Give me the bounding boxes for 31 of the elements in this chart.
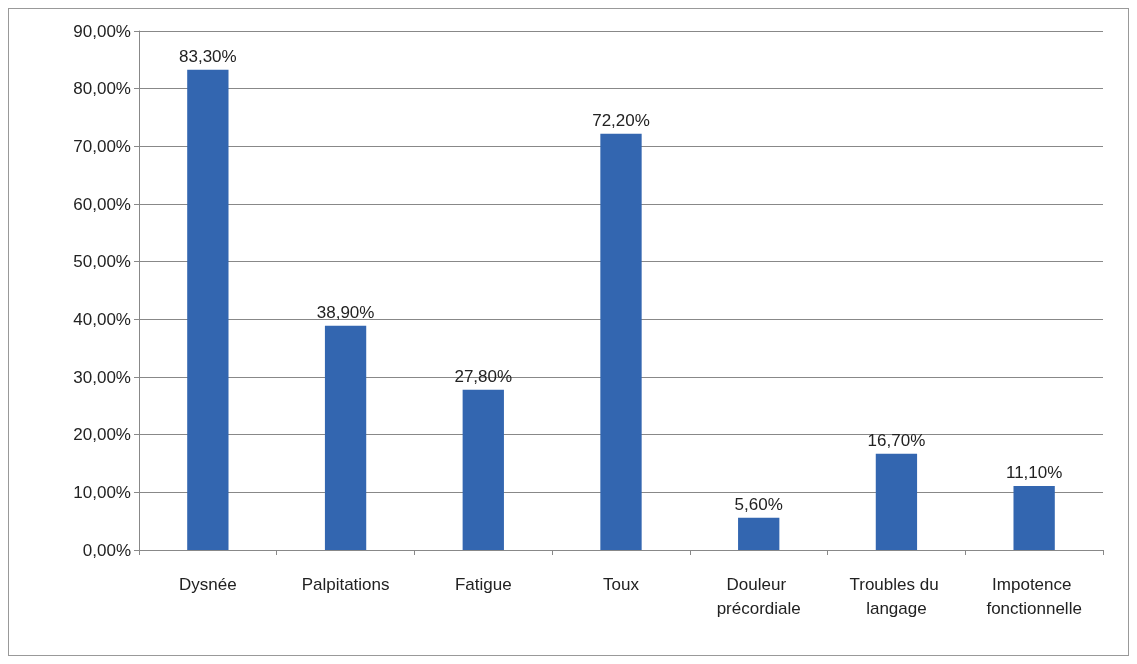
data-label: 11,10% xyxy=(1005,462,1063,482)
bar xyxy=(187,69,229,550)
y-tick-label: 20,00% xyxy=(73,425,131,445)
data-label: 16,70% xyxy=(867,430,926,450)
data-label: 83,30% xyxy=(179,46,237,66)
x-tick-label: Palpitations xyxy=(301,574,390,594)
y-tick-label: 10,00% xyxy=(73,482,131,502)
x-tick-label: Douleur précordiale xyxy=(716,574,801,618)
y-tick-label: 40,00% xyxy=(73,309,131,329)
x-tick-label: Fatigue xyxy=(454,574,512,594)
y-tick-label: 90,00% xyxy=(73,21,131,41)
data-label: 38,90% xyxy=(316,302,375,322)
bar xyxy=(324,325,367,550)
data-label: 5,60% xyxy=(734,494,783,514)
data-label: 72,20% xyxy=(592,110,650,130)
bar xyxy=(462,389,504,550)
x-tick-label: Impotence fonctionnelle xyxy=(986,574,1082,618)
x-tick-label: Dysnée xyxy=(179,574,237,594)
bar xyxy=(875,453,918,550)
y-tick-label: 60,00% xyxy=(73,194,131,214)
x-tick-label: Toux xyxy=(603,574,640,594)
bar xyxy=(600,133,642,550)
y-tick-label: 0,00% xyxy=(82,540,131,560)
data-label: 27,80% xyxy=(454,366,513,386)
y-tick-label: 70,00% xyxy=(73,136,131,156)
x-tick-label: Troubles du langage xyxy=(849,574,944,618)
y-tick-label: 80,00% xyxy=(73,79,131,99)
y-tick-label: 30,00% xyxy=(73,367,131,387)
y-tick-label: 50,00% xyxy=(73,252,131,272)
bar xyxy=(1013,485,1055,550)
bar xyxy=(738,517,780,550)
